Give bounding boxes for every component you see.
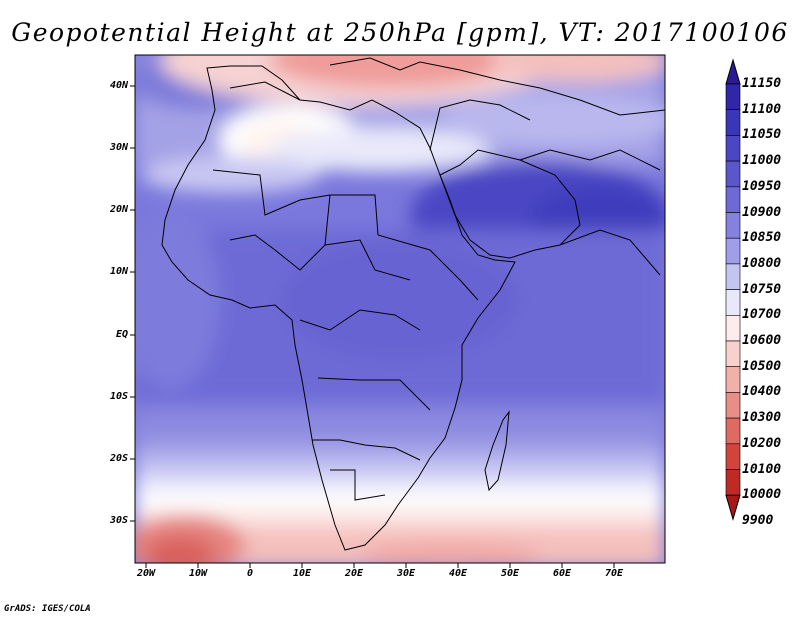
lat-label-10n: 10N	[109, 266, 128, 277]
lat-label-10s: 10S	[109, 391, 128, 402]
colorbar-max-arrow	[725, 58, 741, 85]
lon-label-20w: 20W	[136, 568, 156, 579]
colorbar-label: 10400	[742, 384, 782, 400]
colorbar-label: 11100	[742, 101, 782, 117]
colorbar-label: 10850	[742, 230, 782, 246]
colorbar-label: 10000	[742, 487, 782, 503]
colorbar-label: 11050	[742, 127, 782, 143]
lon-label-20e: 20E	[344, 568, 364, 579]
height-field	[135, 55, 665, 563]
colorbar-swatch	[725, 469, 741, 496]
lon-label-0: 0	[246, 568, 254, 579]
colorbar-label: 10750	[742, 281, 782, 297]
lat-label-30n: 30N	[109, 142, 128, 153]
colorbar-swatch	[725, 263, 741, 290]
colorbar-label: 10900	[742, 204, 782, 220]
colorbar-swatch	[725, 135, 741, 162]
colorbar-label: 10200	[742, 435, 782, 451]
colorbar-swatch	[725, 392, 741, 419]
colorbar-swatch	[725, 443, 741, 470]
colorbar-swatch	[725, 289, 741, 316]
lat-label-20s: 20S	[109, 453, 128, 464]
lat-ticks	[130, 85, 135, 522]
colorbar-label: 11000	[742, 153, 782, 169]
colorbar-swatch	[725, 366, 741, 393]
lon-label-10e: 10E	[292, 568, 312, 579]
lon-label-50e: 50E	[500, 568, 520, 579]
colorbar-label: 10500	[742, 358, 782, 374]
lon-label-60e: 60E	[552, 568, 572, 579]
colorbar-swatch	[725, 186, 741, 213]
colorbar-min-arrow	[725, 494, 741, 521]
colorbar-swatch	[725, 212, 741, 239]
colorbar-swatch	[725, 237, 741, 265]
colorbar-swatch	[725, 109, 741, 136]
colorbar-label: 10800	[742, 255, 782, 271]
colorbar	[725, 58, 741, 521]
lon-label-40e: 40E	[448, 568, 468, 579]
lon-label-10w: 10W	[188, 568, 208, 579]
lat-label-30s: 30S	[109, 515, 128, 526]
map-frame	[134, 54, 666, 564]
coastlines	[161, 57, 665, 551]
lat-label-eq: EQ	[115, 329, 128, 340]
plot-title: Geopotential Height at 250hPa [gpm], VT:…	[11, 18, 789, 47]
lat-label-20n: 20N	[109, 204, 128, 215]
lon-label-70e: 70E	[604, 568, 624, 579]
colorbar-swatch	[725, 314, 741, 342]
lon-label-30e: 30E	[396, 568, 416, 579]
colorbar-swatch	[725, 417, 741, 445]
colorbar-label: 10600	[742, 333, 782, 348]
colorbar-label: 10950	[742, 178, 782, 194]
colorbar-swatch	[725, 340, 741, 368]
colorbar-label: 9900	[742, 512, 774, 528]
colorbar-label: 10300	[742, 410, 782, 426]
colorbar-swatch	[725, 83, 741, 111]
colorbar-label: 10700	[742, 307, 782, 323]
colorbar-label: 10100	[742, 461, 782, 477]
footer-credit: GrADS: IGES/COLA	[4, 604, 91, 614]
lon-ticks	[145, 563, 615, 568]
colorbar-swatch	[725, 160, 741, 188]
lat-label-40n: 40N	[109, 80, 128, 91]
colorbar-label: 11150	[742, 76, 782, 91]
